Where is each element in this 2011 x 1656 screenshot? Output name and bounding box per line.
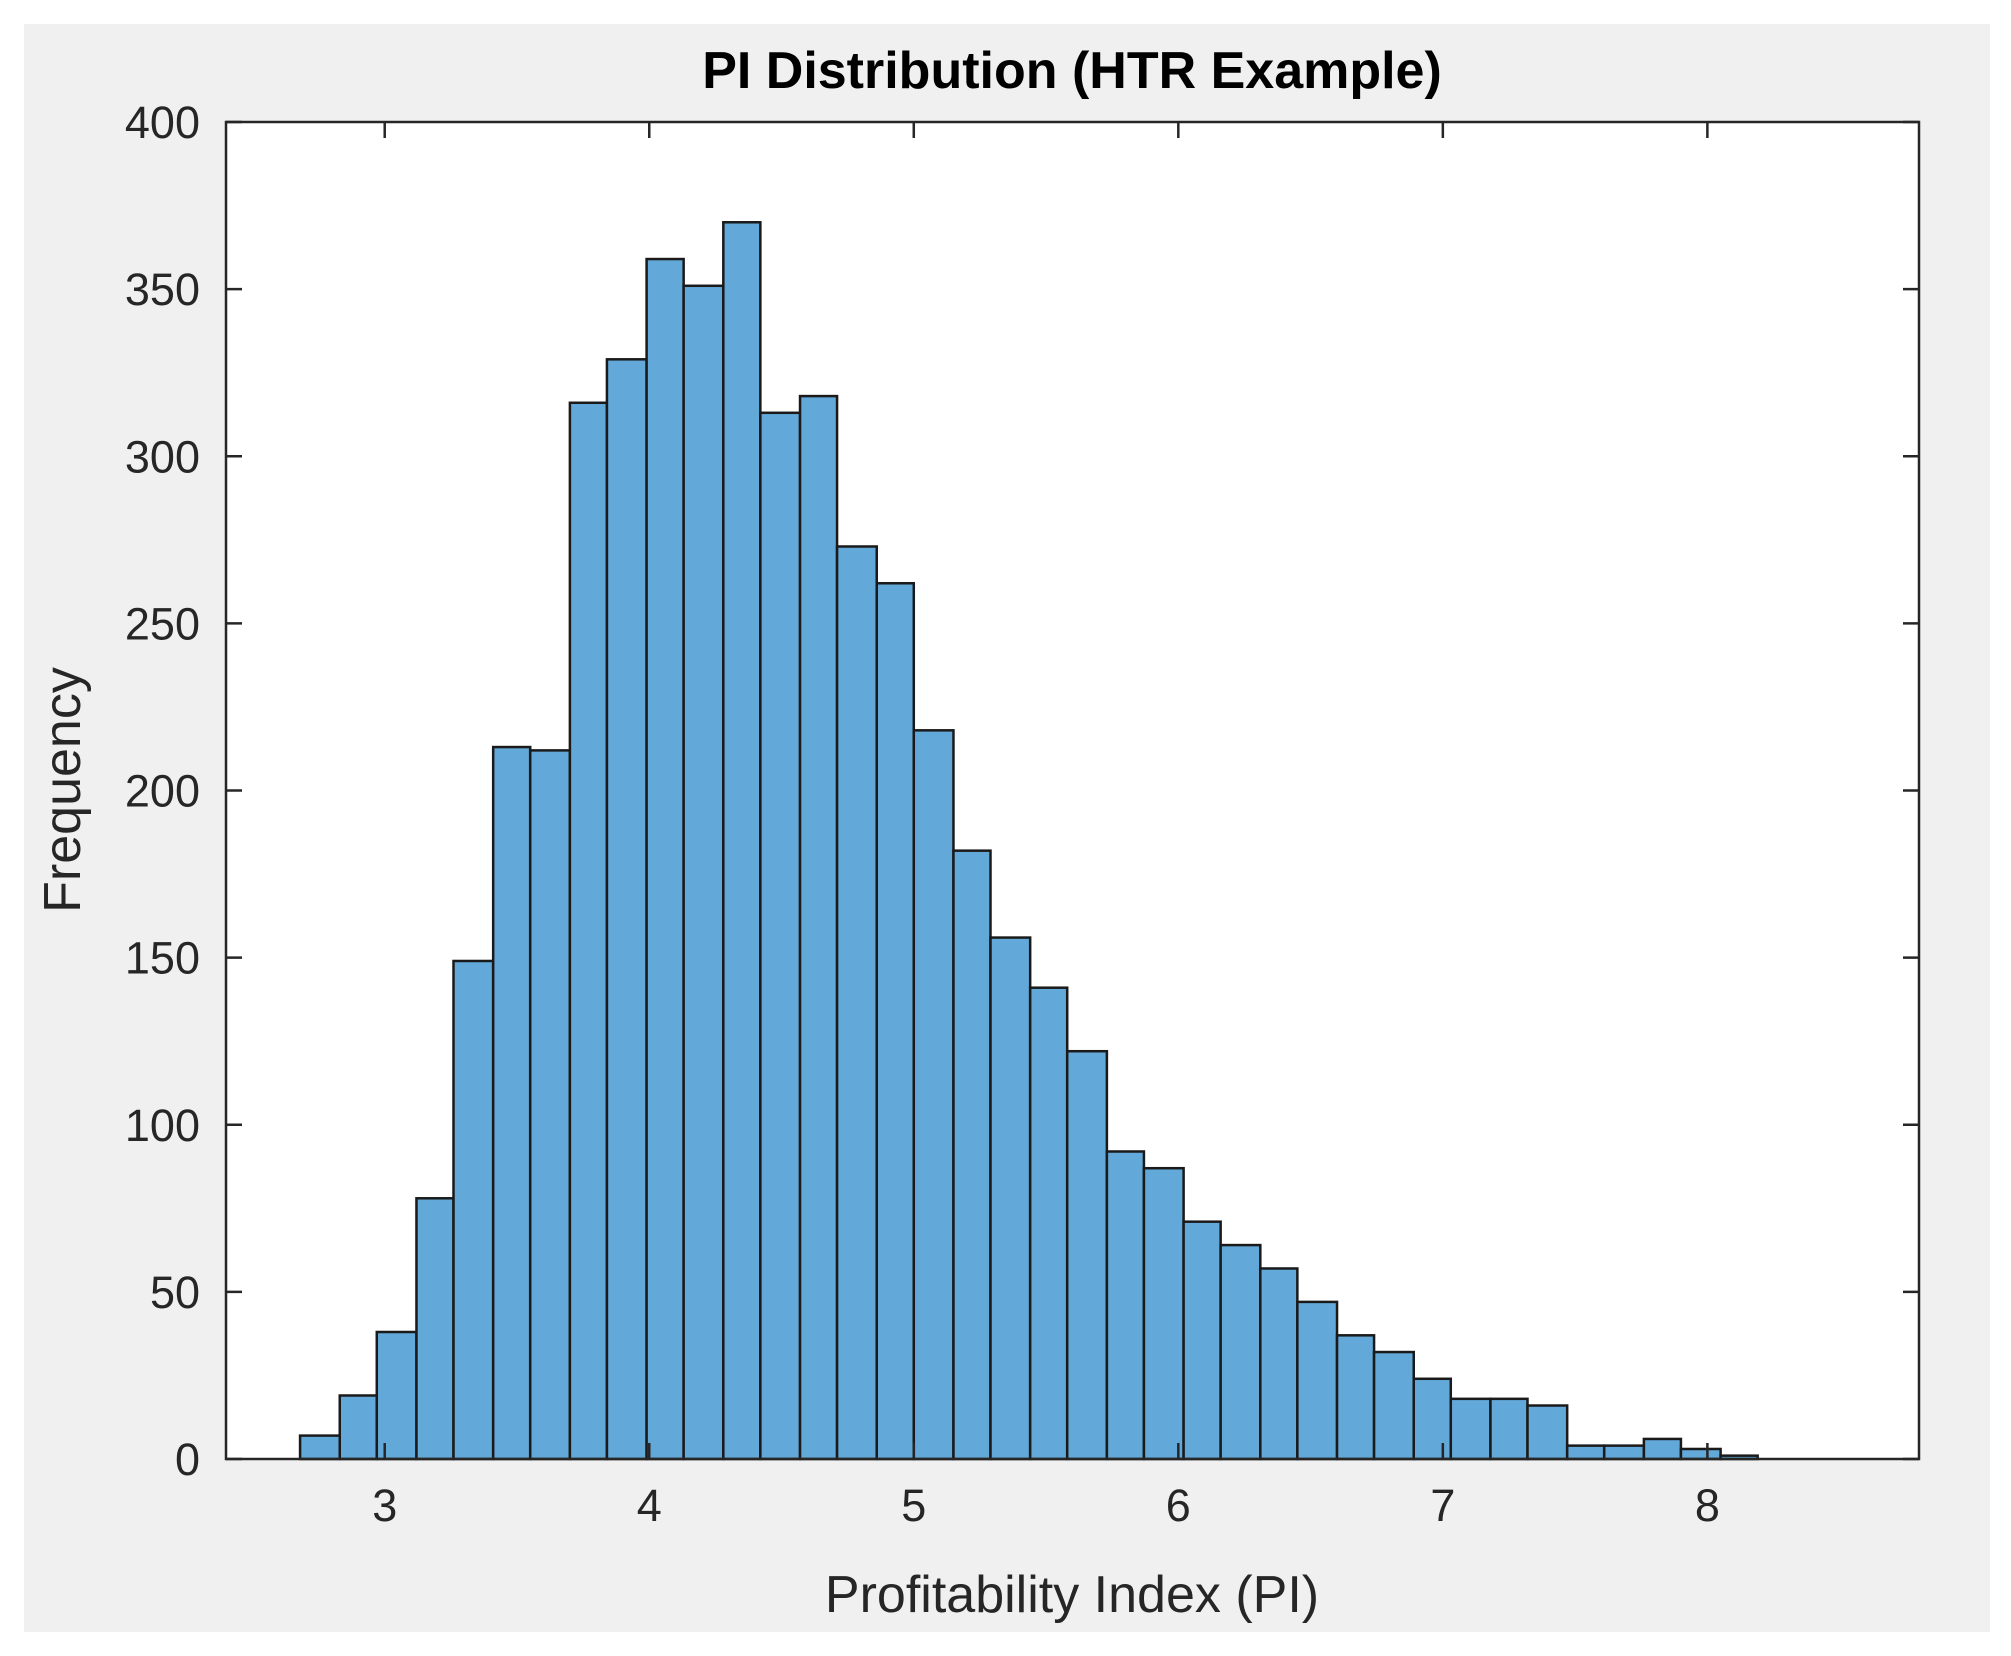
y-tick-label: 350: [125, 264, 200, 315]
histogram-bar: [722, 221, 762, 1461]
chart-title: PI Distribution (HTR Example): [702, 42, 1442, 100]
histogram-bar: [491, 745, 532, 1461]
histogram-bar: [1526, 1404, 1569, 1461]
histogram-bar: [1489, 1397, 1529, 1461]
x-tick-label: 7: [1430, 1480, 1455, 1531]
histogram-bar: [1296, 1300, 1339, 1461]
histogram-bar: [875, 582, 916, 1461]
histogram-bar: [1679, 1447, 1722, 1461]
histogram-bar: [1219, 1243, 1262, 1461]
histogram-bar: [952, 849, 992, 1461]
histogram-bar: [1602, 1444, 1646, 1461]
y-tick-label: 50: [150, 1267, 200, 1318]
histogram-bar: [759, 411, 802, 1461]
histogram-bar: [1182, 1220, 1222, 1461]
histogram-bar: [605, 358, 648, 1461]
x-tick-label: 4: [637, 1480, 662, 1531]
histogram-bar: [1028, 986, 1069, 1461]
y-tick-label: 200: [125, 766, 200, 817]
histogram-bar: [682, 284, 725, 1461]
histogram-bar: [835, 545, 878, 1461]
histogram-bar: [338, 1394, 379, 1461]
histogram-bar: [1449, 1397, 1492, 1461]
x-tick-label: 3: [372, 1480, 397, 1531]
x-tick-label: 5: [901, 1480, 926, 1531]
y-tick-label: 0: [175, 1434, 200, 1485]
x-tick-label: 8: [1695, 1480, 1720, 1531]
histogram-bar: [452, 959, 495, 1461]
histogram-bar: [1259, 1267, 1299, 1461]
histogram-bar: [298, 1434, 341, 1461]
histogram-bar: [1412, 1377, 1453, 1461]
y-tick-label: 400: [125, 97, 200, 148]
histogram-bar: [1142, 1166, 1185, 1461]
y-tick-label: 150: [125, 933, 200, 984]
histogram-bar: [1065, 1049, 1109, 1461]
histogram-bar: [1565, 1444, 1606, 1461]
histogram-bar: [528, 749, 572, 1461]
x-tick-label: 6: [1166, 1480, 1191, 1531]
axis-tick-labels: 3 4 5 6 7 8 0 50 100 150 200 250 300 350 400: [125, 97, 1720, 1531]
histogram-bar: [1372, 1350, 1415, 1461]
y-tick-label: 300: [125, 431, 200, 482]
histogram-bar: [1335, 1334, 1376, 1461]
x-axis-label: Profitability Index (PI): [825, 1566, 1319, 1624]
histogram-bars: [298, 221, 1759, 1461]
histogram-bar: [912, 729, 955, 1461]
histogram-bar: [375, 1330, 418, 1461]
histogram-bar: [415, 1197, 455, 1461]
histogram-bar: [798, 394, 839, 1461]
y-tick-label: 100: [125, 1100, 200, 1151]
axis-ticks: [226, 120, 1919, 1461]
y-axis-label: Frequency: [34, 667, 92, 913]
histogram-bar: [645, 257, 685, 1461]
histogram-bar: [1105, 1150, 1146, 1461]
histogram-bar: [1642, 1437, 1683, 1461]
histogram-bar: [989, 936, 1032, 1461]
y-tick-label: 250: [125, 598, 200, 649]
histogram-bar: [568, 401, 609, 1461]
